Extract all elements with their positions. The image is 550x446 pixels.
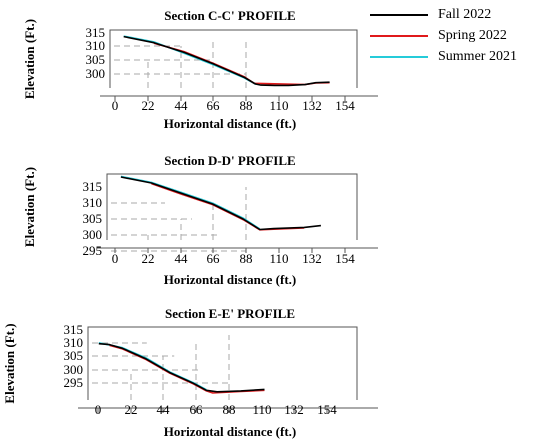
chart-3-y-tick-label: 305 [64, 348, 84, 363]
legend-label-spring-2022: Spring 2022 [438, 27, 507, 43]
chart-2-x-tick-label: 66 [207, 251, 221, 266]
chart-2-y-tick-label: 300 [83, 227, 103, 242]
chart-2-y-label: Elevation (Ft.) [22, 167, 37, 247]
legend-label-summer-2021: Summer 2021 [438, 48, 517, 64]
chart-1-x-tick-label: 0 [112, 98, 119, 113]
chart-3-y-tick-label: 300 [64, 362, 84, 377]
chart-1-x-tick-label: 110 [269, 98, 288, 113]
chart-1-title: Section C-C' PROFILE [164, 8, 295, 23]
chart-3-x-tick-label: 110 [252, 402, 271, 417]
chart-3-y-label: Elevation (Ft.) [2, 323, 17, 403]
chart-1-series-fall-2022 [123, 35, 330, 87]
chart-2-x-tick-label: 22 [142, 251, 155, 266]
chart-2-x-label: Horizontal distance (ft.) [164, 272, 297, 287]
chart-3-x-label: Horizontal distance (ft.) [164, 424, 297, 439]
legend-swatch-summer-2021 [370, 55, 428, 58]
chart-3-x-tick-label: 88 [223, 402, 236, 417]
chart-2-y-tick-label: 310 [83, 195, 103, 210]
chart-2-y-tick-label: 305 [83, 211, 103, 226]
chart-1-series-spring-2022 [153, 42, 330, 86]
chart-2-x-tick-label: 132 [302, 251, 322, 266]
chart-3-x-tick-label: 132 [284, 402, 304, 417]
chart-3-title: Section E-E' PROFILE [165, 306, 295, 321]
chart-1-x-tick-label: 44 [175, 98, 189, 113]
chart-2-x-tick-label: 154 [335, 251, 355, 266]
chart-2-title: Section D-D' PROFILE [164, 153, 295, 168]
chart-1-x-tick-label: 66 [207, 98, 221, 113]
chart-1-y-tick-label: 300 [86, 66, 106, 81]
chart-1-x-tick-label: 22 [142, 98, 155, 113]
legend: Fall 2022 Spring 2022 Summer 2021 [370, 4, 550, 67]
chart-3-x-tick-label: 44 [157, 402, 171, 417]
chart-3-series-fall-2022 [98, 342, 265, 393]
chart-1-y-tick-label: 310 [86, 38, 106, 53]
legend-label-fall-2022: Fall 2022 [438, 6, 492, 22]
chart-3-x-tick-label: 0 [95, 402, 102, 417]
chart-3-y-tick-label: 310 [64, 335, 84, 350]
chart-1-y-label: Elevation (Ft.) [22, 19, 37, 99]
chart-1-x-tick-label: 132 [302, 98, 322, 113]
chart-2-x-tick-label: 0 [112, 251, 119, 266]
chart-2-frame [106, 173, 358, 240]
chart-2-y-tick-label: 295 [83, 243, 103, 258]
chart-1-x-label: Horizontal distance (ft.) [164, 116, 297, 131]
legend-item-fall-2022: Fall 2022 [370, 4, 550, 25]
chart-2-x-tick-label: 110 [269, 251, 288, 266]
chart-1-x-tick-label: 88 [240, 98, 253, 113]
chart-2-y-tick-label: 315 [83, 179, 103, 194]
chart-1-x-tick-label: 154 [335, 98, 355, 113]
chart-3-x-tick-label: 66 [190, 402, 204, 417]
chart-2-x-tick-label: 88 [240, 251, 253, 266]
chart-1-frame [109, 29, 358, 88]
chart-3-x-tick-label: 154 [317, 402, 337, 417]
legend-item-summer-2021: Summer 2021 [370, 46, 550, 67]
chart-3-frame [87, 326, 358, 400]
chart-2-series-fall-2022 [120, 176, 321, 231]
chart-3-x-tick-label: 22 [125, 402, 138, 417]
chart-1-y-tick-label: 315 [86, 25, 106, 40]
chart-3-y-tick-label: 315 [64, 322, 84, 337]
legend-swatch-fall-2022 [370, 13, 428, 16]
chart-1-y-tick-label: 305 [86, 52, 106, 67]
legend-item-spring-2022: Spring 2022 [370, 25, 550, 46]
legend-swatch-spring-2022 [370, 34, 428, 37]
chart-3-y-tick-label: 295 [64, 375, 84, 390]
chart-2-x-tick-label: 44 [175, 251, 189, 266]
